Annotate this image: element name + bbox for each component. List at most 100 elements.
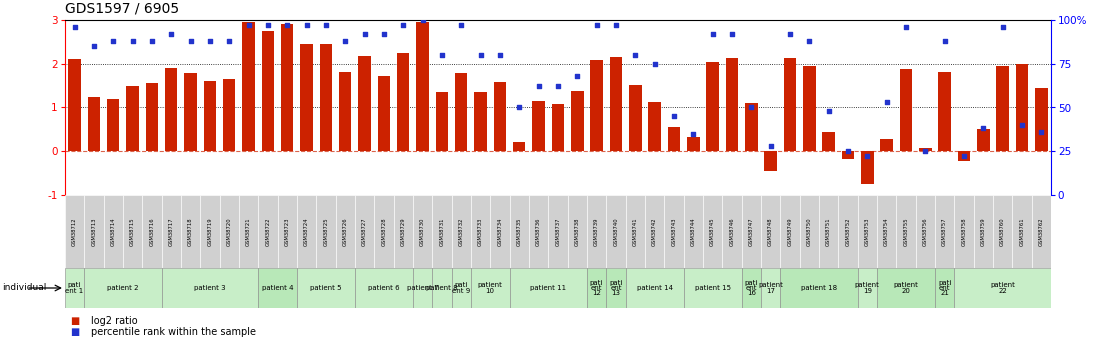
Bar: [65, 268, 84, 308]
Bar: [126, 86, 139, 151]
Text: GSM38725: GSM38725: [323, 217, 329, 246]
Bar: [707, 61, 719, 151]
Bar: [916, 195, 935, 268]
Text: GSM38749: GSM38749: [787, 217, 793, 246]
Text: GSM38744: GSM38744: [691, 217, 695, 246]
Point: [665, 114, 683, 119]
Point: [162, 31, 180, 37]
Text: GSM38739: GSM38739: [594, 217, 599, 246]
Text: percentile rank within the sample: percentile rank within the sample: [91, 327, 256, 337]
Point: [819, 108, 837, 114]
Bar: [761, 268, 780, 308]
Point: [974, 126, 992, 131]
Bar: [394, 195, 413, 268]
Text: GSM38719: GSM38719: [207, 217, 212, 246]
Bar: [258, 268, 297, 308]
Text: pati
ent
13: pati ent 13: [609, 280, 623, 296]
Bar: [587, 195, 606, 268]
Bar: [184, 73, 197, 151]
Bar: [935, 268, 955, 308]
Point: [1032, 129, 1050, 135]
Bar: [493, 82, 506, 151]
Point: [781, 31, 799, 37]
Bar: [529, 195, 548, 268]
Bar: [107, 99, 120, 151]
Text: pati
ent
21: pati ent 21: [938, 280, 951, 296]
Bar: [765, 151, 777, 171]
Bar: [262, 31, 274, 151]
Bar: [587, 268, 606, 308]
Text: GSM38733: GSM38733: [479, 217, 483, 246]
Bar: [761, 195, 780, 268]
Bar: [958, 151, 970, 161]
Text: GSM38751: GSM38751: [826, 217, 831, 246]
Bar: [510, 268, 587, 308]
Bar: [626, 268, 683, 308]
Point: [337, 38, 354, 44]
Bar: [84, 195, 104, 268]
Point: [124, 38, 142, 44]
Point: [356, 31, 373, 37]
Point: [761, 143, 779, 149]
Bar: [858, 195, 877, 268]
Text: GSM38741: GSM38741: [633, 217, 637, 246]
Text: patient 14: patient 14: [636, 285, 673, 291]
Bar: [297, 195, 316, 268]
Point: [723, 31, 741, 37]
Bar: [145, 83, 158, 151]
Point: [588, 22, 606, 28]
Bar: [433, 268, 452, 308]
Text: GSM38732: GSM38732: [458, 217, 464, 246]
Bar: [683, 195, 703, 268]
Bar: [397, 53, 409, 151]
Bar: [803, 66, 815, 151]
Bar: [745, 103, 758, 151]
Bar: [164, 68, 178, 151]
Text: GSM38716: GSM38716: [150, 217, 154, 246]
Text: patient
20: patient 20: [893, 282, 918, 294]
Bar: [84, 268, 161, 308]
Point: [994, 24, 1012, 30]
Bar: [664, 195, 683, 268]
Text: GSM38717: GSM38717: [169, 217, 173, 246]
Text: patient 3: patient 3: [195, 285, 226, 291]
Text: GSM38747: GSM38747: [749, 217, 754, 246]
Bar: [123, 195, 142, 268]
Text: GSM38759: GSM38759: [980, 217, 986, 246]
Text: patient 6: patient 6: [368, 285, 399, 291]
Text: GSM38755: GSM38755: [903, 217, 909, 246]
Bar: [799, 195, 818, 268]
Bar: [1012, 195, 1032, 268]
Point: [472, 52, 490, 58]
Bar: [842, 151, 854, 159]
Bar: [510, 195, 529, 268]
Bar: [1015, 64, 1029, 151]
Text: GDS1597 / 6905: GDS1597 / 6905: [65, 1, 179, 15]
Text: GSM38722: GSM38722: [265, 217, 271, 246]
Bar: [977, 129, 989, 151]
Bar: [320, 44, 332, 151]
Text: GSM38748: GSM38748: [768, 217, 773, 246]
Point: [259, 22, 277, 28]
Bar: [142, 195, 161, 268]
Bar: [316, 195, 335, 268]
Point: [897, 24, 915, 30]
Bar: [645, 195, 664, 268]
Bar: [87, 97, 101, 151]
Bar: [877, 268, 935, 308]
Bar: [880, 139, 893, 151]
Bar: [606, 268, 626, 308]
Bar: [919, 148, 931, 151]
Point: [395, 22, 413, 28]
Bar: [935, 195, 955, 268]
Point: [684, 131, 702, 137]
Text: GSM38740: GSM38740: [614, 217, 618, 246]
Text: patient
19: patient 19: [855, 282, 880, 294]
Bar: [239, 195, 258, 268]
Bar: [938, 72, 951, 151]
Text: pati
ent 9: pati ent 9: [452, 282, 471, 294]
Point: [626, 52, 644, 58]
Bar: [996, 66, 1008, 151]
Point: [936, 38, 954, 44]
Text: GSM38734: GSM38734: [498, 217, 502, 246]
